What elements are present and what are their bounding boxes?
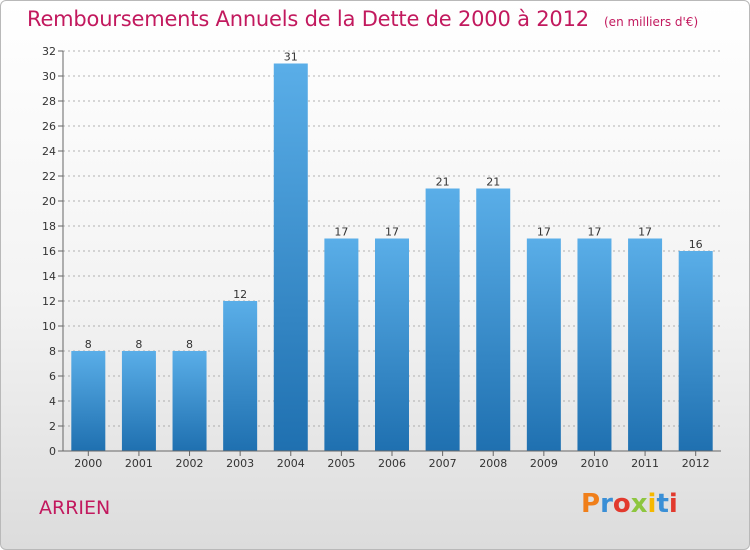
bar bbox=[375, 238, 409, 451]
bar bbox=[121, 351, 156, 451]
bar-value-label: 21 bbox=[486, 176, 500, 189]
chart-title-text: Remboursements Annuels de la Dette de 20… bbox=[27, 7, 589, 31]
bar-value-label: 21 bbox=[436, 176, 450, 189]
y-tick-label: 30 bbox=[42, 70, 56, 83]
y-tick-label: 8 bbox=[49, 345, 56, 358]
x-tick-label: 2002 bbox=[176, 457, 204, 470]
bar-value-label: 17 bbox=[587, 226, 601, 239]
bar-value-label: 8 bbox=[85, 338, 92, 351]
logo-letter: t bbox=[656, 489, 669, 519]
x-tick-label: 2009 bbox=[530, 457, 558, 470]
bar-value-label: 8 bbox=[135, 338, 142, 351]
y-tick-label: 16 bbox=[42, 245, 56, 258]
logo-letter: x bbox=[630, 489, 648, 519]
bar-value-label: 8 bbox=[186, 338, 193, 351]
x-tick-label: 2006 bbox=[378, 457, 406, 470]
x-tick-label: 2011 bbox=[631, 457, 659, 470]
bar-value-label: 16 bbox=[689, 238, 703, 251]
y-tick-label: 2 bbox=[49, 420, 56, 433]
bar bbox=[324, 238, 359, 451]
bar-value-label: 17 bbox=[385, 226, 399, 239]
x-tick-label: 2008 bbox=[479, 457, 507, 470]
chart-unit-text: (en milliers d'€) bbox=[604, 15, 699, 29]
y-tick-label: 6 bbox=[49, 370, 56, 383]
logo-letter: o bbox=[612, 489, 631, 519]
x-tick-label: 2007 bbox=[429, 457, 457, 470]
x-tick-label: 2003 bbox=[226, 457, 254, 470]
y-tick-label: 20 bbox=[42, 195, 56, 208]
bar bbox=[678, 251, 713, 451]
x-tick-label: 2005 bbox=[327, 457, 355, 470]
y-tick-label: 12 bbox=[42, 295, 56, 308]
bar bbox=[476, 188, 511, 451]
bar bbox=[71, 351, 106, 451]
y-tick-label: 26 bbox=[42, 120, 56, 133]
bar-value-label: 17 bbox=[334, 226, 348, 239]
logo-letter: i bbox=[668, 489, 678, 519]
x-tick-label: 2004 bbox=[277, 457, 305, 470]
logo-letter: r bbox=[600, 489, 613, 519]
y-tick-label: 28 bbox=[42, 95, 56, 108]
bar bbox=[577, 238, 612, 451]
logo-letter: i bbox=[647, 489, 657, 519]
x-tick-label: 2001 bbox=[125, 457, 153, 470]
y-tick-label: 32 bbox=[42, 45, 56, 58]
y-tick-label: 24 bbox=[42, 145, 56, 158]
bar bbox=[628, 238, 663, 451]
bar-value-label: 17 bbox=[537, 226, 551, 239]
y-tick-label: 14 bbox=[42, 270, 56, 283]
city-name: ARRIEN bbox=[39, 497, 111, 519]
y-tick-label: 22 bbox=[42, 170, 56, 183]
bar bbox=[526, 238, 561, 451]
proxiti-logo: Proxiti bbox=[581, 489, 678, 519]
bar-value-label: 31 bbox=[284, 51, 298, 64]
bar-value-label: 12 bbox=[233, 288, 247, 301]
y-tick-label: 18 bbox=[42, 220, 56, 233]
logo-letter: P bbox=[581, 489, 601, 519]
bar bbox=[425, 188, 460, 451]
y-tick-label: 10 bbox=[42, 320, 56, 333]
y-tick-label: 0 bbox=[49, 445, 56, 458]
chart-title: Remboursements Annuels de la Dette de 20… bbox=[27, 7, 698, 31]
bar-value-label: 17 bbox=[638, 226, 652, 239]
x-tick-label: 2012 bbox=[682, 457, 710, 470]
x-tick-label: 2010 bbox=[580, 457, 608, 470]
bar bbox=[223, 301, 258, 451]
bar bbox=[172, 351, 207, 451]
bar bbox=[273, 63, 308, 451]
y-tick-label: 4 bbox=[49, 395, 56, 408]
x-tick-label: 2000 bbox=[74, 457, 102, 470]
